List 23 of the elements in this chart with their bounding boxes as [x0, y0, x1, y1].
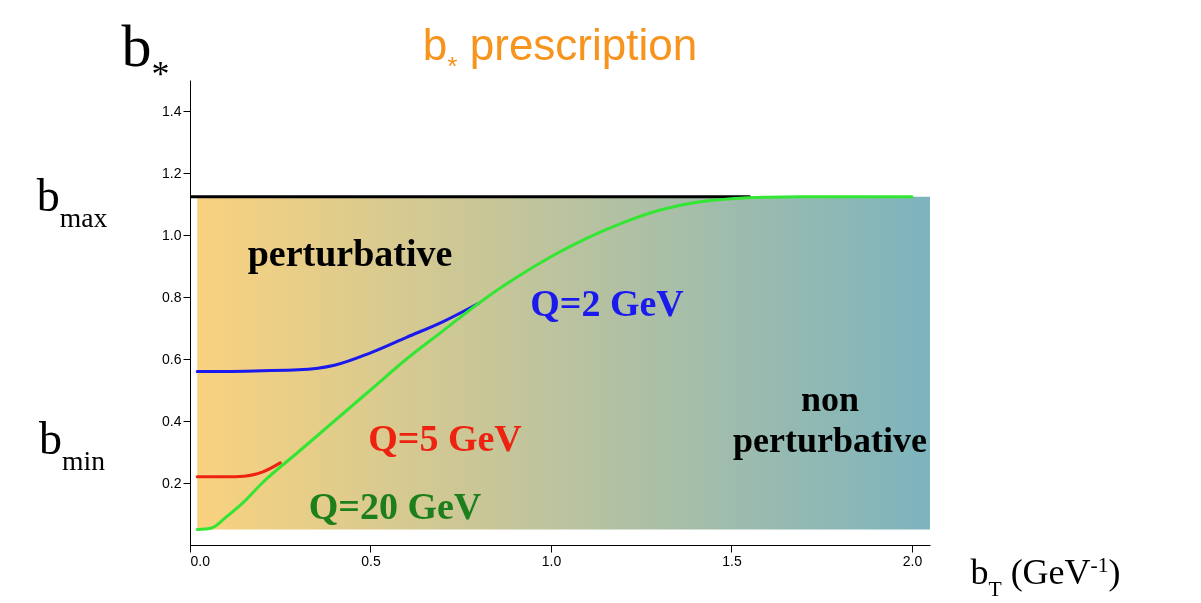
y-axis-title: b$_{*}$: [121, 12, 170, 94]
text: b$_{min}$: [39, 413, 106, 476]
x-tick-label: 1.5: [722, 552, 742, 569]
y-tick-label: 1.0: [162, 226, 182, 243]
y-tick-label: 1.2: [162, 164, 182, 181]
chart-title: b$_{*}$ prescription: [422, 20, 698, 81]
annotation: non perturbative: [733, 379, 927, 461]
y-tick-label: 0.8: [162, 288, 182, 305]
y-tick-label: 0.2: [162, 474, 182, 491]
annotation: Q=5 GeV: [368, 417, 523, 459]
text: b$_{max}$: [36, 170, 108, 233]
y-tick-label: 0.4: [162, 412, 182, 429]
x-axis-title: b$_{T}$ (GeV$^{-1}$): [970, 551, 1121, 601]
annotation: Q=20 GeV: [308, 485, 482, 527]
x-tick-label: 0.5: [361, 552, 381, 569]
line-series: [195, 461, 282, 479]
annotation: Q=2 GeV: [530, 282, 685, 324]
x-tick-label: 0.0: [190, 552, 211, 569]
y-tick-label: 1.4: [162, 102, 182, 119]
x-tick-label: 1.0: [541, 552, 562, 569]
x-tick-label: 2.0: [902, 552, 923, 569]
y-tick-label: 0.6: [162, 350, 182, 367]
annotation: perturbative: [247, 232, 453, 274]
